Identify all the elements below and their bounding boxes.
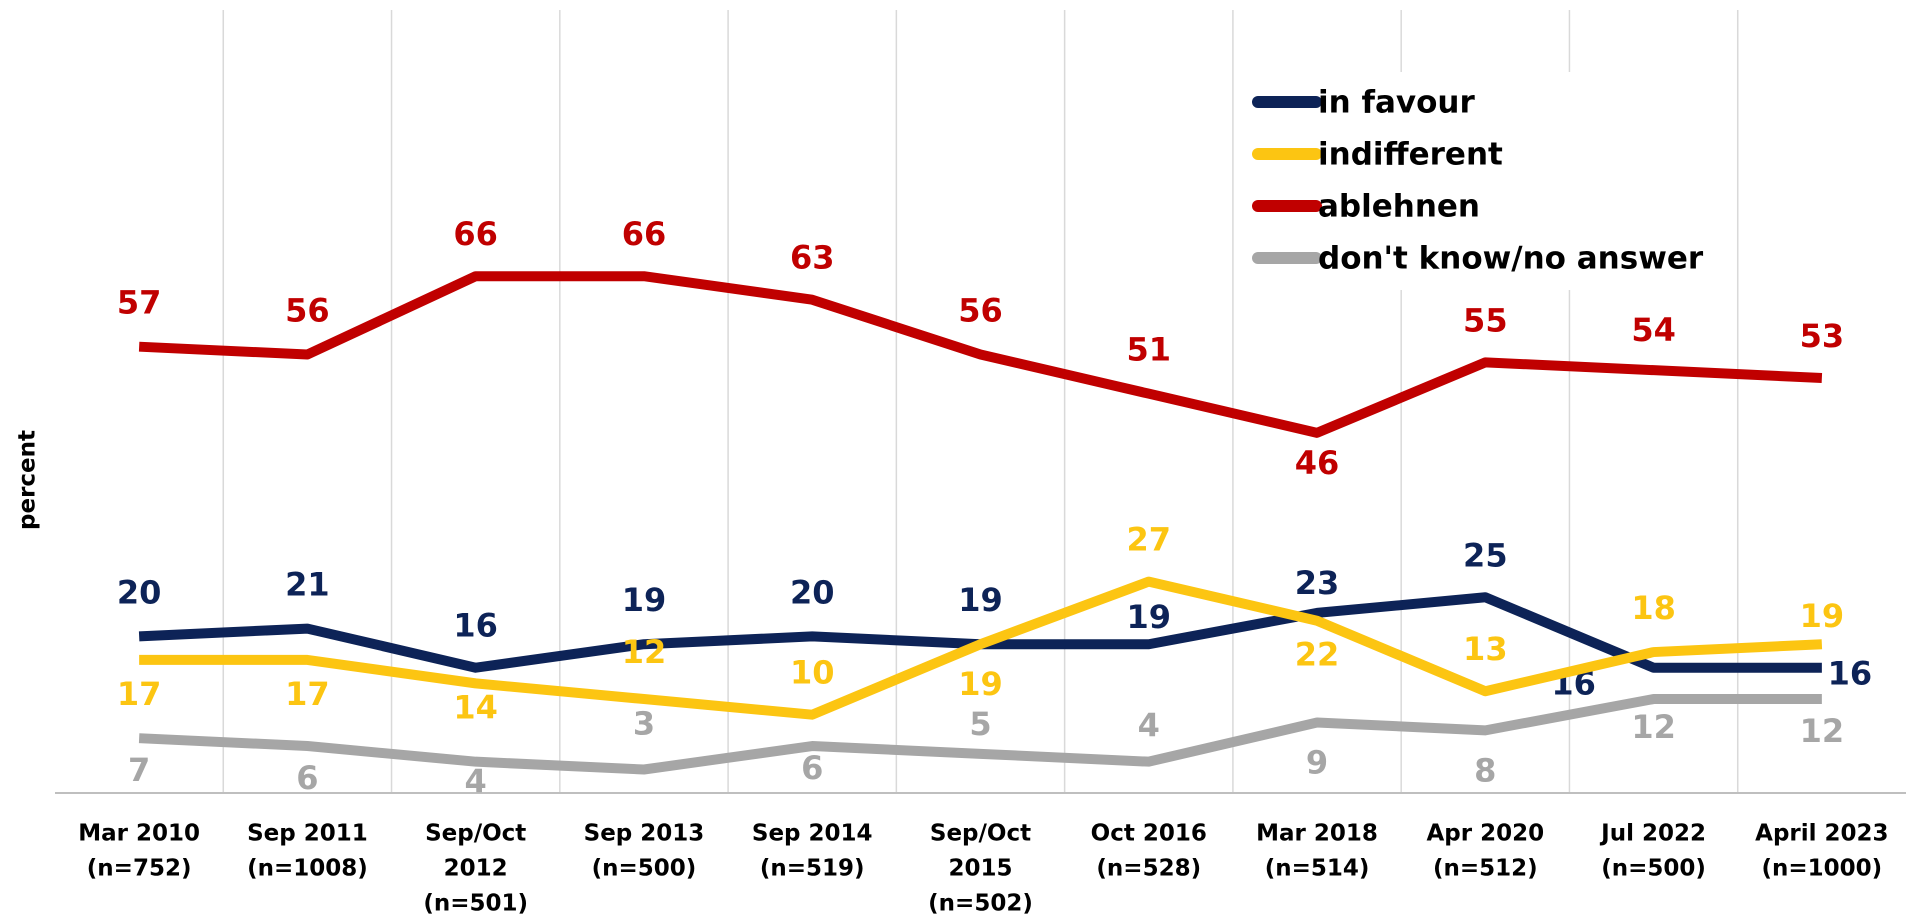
data-label: 12: [1631, 708, 1676, 746]
x-tick-label: 2015: [948, 856, 1012, 882]
x-tick-label: (n=1008): [247, 856, 368, 882]
data-label: 19: [1127, 598, 1172, 636]
x-tick-label: (n=512): [1433, 856, 1538, 882]
data-label: 10: [790, 654, 835, 692]
data-label: 63: [790, 239, 835, 277]
data-label: 57: [117, 284, 162, 322]
data-label: 18: [1631, 589, 1676, 627]
x-tick-label: Sep/Oct: [425, 821, 526, 847]
legend-label: ablehnen: [1318, 189, 1480, 225]
x-tick-label: Sep 2013: [584, 821, 705, 847]
data-label: 27: [1127, 521, 1172, 559]
legend-background: [1248, 72, 1708, 290]
data-label: 55: [1463, 301, 1508, 339]
data-label: 14: [453, 688, 498, 726]
x-tick-label: Oct 2016: [1091, 821, 1207, 847]
data-label: 4: [1138, 707, 1160, 745]
x-tick-label: (n=1000): [1762, 856, 1883, 882]
data-label: 19: [958, 665, 1003, 703]
data-label: 19: [958, 581, 1003, 619]
data-label: 51: [1127, 331, 1172, 369]
data-label: 16: [1828, 655, 1873, 693]
x-tick-label: (n=502): [928, 891, 1033, 917]
x-tick-label: (n=501): [423, 891, 528, 917]
x-tick-label: (n=752): [87, 856, 192, 882]
data-label: 5: [969, 705, 991, 743]
data-label: 66: [453, 215, 498, 253]
x-tick-label: Mar 2018: [1256, 821, 1378, 847]
data-label: 9: [1306, 744, 1328, 782]
data-label: 22: [1295, 636, 1340, 674]
data-label: 4: [465, 763, 487, 801]
x-tick-label: Jul 2022: [1599, 821, 1706, 847]
data-label: 66: [622, 215, 667, 253]
x-tick-label: Sep/Oct: [930, 821, 1031, 847]
y-axis-label: percent: [15, 430, 41, 530]
data-label: 20: [790, 573, 835, 611]
x-tick-label: April 2023: [1755, 821, 1888, 847]
series-line: [138, 694, 1822, 775]
data-label: 6: [296, 759, 318, 797]
data-label: 3: [633, 705, 655, 743]
data-label: 8: [1474, 751, 1496, 789]
x-tick-label: 2012: [444, 856, 508, 882]
x-tick-label: (n=500): [592, 856, 697, 882]
data-label: 46: [1295, 444, 1340, 482]
data-label: 19: [1800, 597, 1845, 635]
data-label: 7: [128, 751, 150, 789]
series-line: [138, 271, 1823, 438]
series-line: [139, 576, 1823, 720]
x-tick-label: (n=519): [760, 856, 865, 882]
x-tick-label: Sep 2011: [247, 821, 368, 847]
data-label: 19: [622, 581, 667, 619]
x-tick-label: Sep 2014: [752, 821, 873, 847]
x-tick-label: Mar 2010: [78, 821, 200, 847]
data-label: 17: [285, 675, 330, 713]
data-label: 13: [1463, 630, 1508, 668]
data-label: 12: [622, 633, 667, 671]
x-tick-label: (n=514): [1265, 856, 1370, 882]
legend-label: indifferent: [1318, 137, 1503, 173]
data-label: 56: [285, 292, 330, 330]
legend-label: in favour: [1318, 85, 1475, 121]
legend-label: don't know/no answer: [1318, 241, 1704, 277]
data-label: 54: [1631, 311, 1676, 349]
data-label: 17: [117, 675, 162, 713]
x-tick-label: Apr 2020: [1426, 821, 1544, 847]
data-label: 20: [117, 573, 162, 611]
data-label: 53: [1800, 317, 1845, 355]
data-label: 56: [958, 292, 1003, 330]
x-tick-label: (n=528): [1096, 856, 1201, 882]
x-tick-label: (n=500): [1601, 856, 1706, 882]
data-label: 25: [1463, 536, 1508, 574]
data-label: 23: [1295, 564, 1340, 602]
data-label: 21: [285, 566, 330, 604]
data-label: 6: [801, 749, 823, 787]
data-label: 12: [1800, 712, 1845, 750]
data-label: 16: [453, 607, 498, 645]
